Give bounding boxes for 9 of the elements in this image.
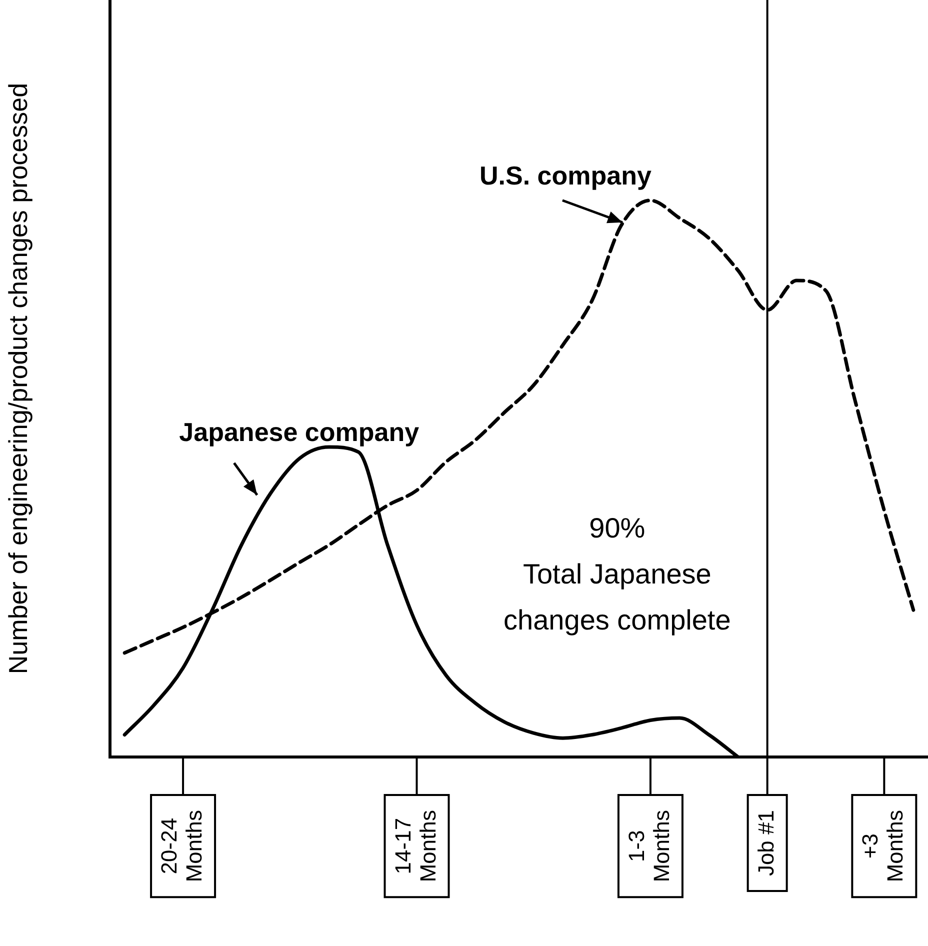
series-label: Japanese company: [179, 416, 420, 447]
x-tick-label: +3 Months: [858, 810, 908, 882]
series-label: U.S. company: [479, 160, 652, 190]
y-axis-title: Number of engineering/product changes processed: [2, 82, 33, 674]
annotation: 90% Total Japanese changes complete: [504, 512, 731, 636]
x-tick-label: 1-3 Months: [624, 810, 674, 882]
x-tick-label: 20-24 Months: [156, 810, 207, 882]
x-tick-label: 14-17 Months: [390, 810, 440, 882]
x-tick-label: Job #1: [753, 810, 778, 876]
